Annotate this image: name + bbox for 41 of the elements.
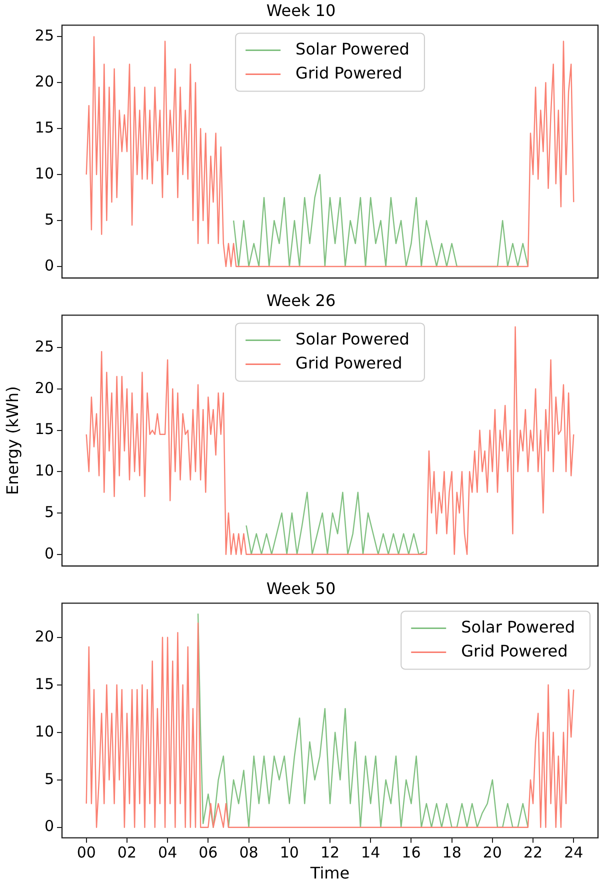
chart-title: Week 10 xyxy=(266,0,336,20)
x-tick-label: 04 xyxy=(158,844,178,862)
y-tick-label: 25 xyxy=(34,337,54,356)
x-tick-label: 22 xyxy=(523,844,543,862)
x-tick-label: 20 xyxy=(482,844,502,862)
x-tick-label: 00 xyxy=(76,844,96,862)
y-tick-label: 0 xyxy=(44,256,54,274)
y-tick-label: 10 xyxy=(34,722,54,740)
y-axis-title: Energy (kWh) xyxy=(2,386,22,496)
x-axis-title: Time xyxy=(309,864,350,883)
x-tick-label: 24 xyxy=(564,844,584,862)
legend-label: Solar Powered xyxy=(296,39,410,58)
y-tick-label: 0 xyxy=(44,817,54,836)
x-tick-label: 10 xyxy=(280,844,299,862)
y-tick-label: 10 xyxy=(34,164,54,182)
y-tick-label: 5 xyxy=(44,210,54,228)
y-tick-label: 20 xyxy=(34,72,54,91)
y-tick-label: 20 xyxy=(34,627,54,646)
x-tick-label: 18 xyxy=(442,844,462,862)
legend-label: Grid Powered xyxy=(296,353,402,372)
legend-label: Solar Powered xyxy=(461,617,576,636)
legend-label: Solar Powered xyxy=(296,329,410,348)
x-tick-label: 12 xyxy=(320,844,340,862)
chart-title: Week 50 xyxy=(266,578,336,598)
legend-label: Grid Powered xyxy=(461,641,568,660)
y-tick-label: 0 xyxy=(44,544,54,562)
y-tick-label: 25 xyxy=(34,26,54,45)
x-tick-label: 14 xyxy=(361,844,380,862)
y-tick-label: 10 xyxy=(34,462,54,480)
x-tick-label: 08 xyxy=(239,844,258,862)
y-tick-label: 5 xyxy=(44,502,54,521)
x-tick-label: 02 xyxy=(117,844,137,862)
x-tick-label: 16 xyxy=(402,844,421,862)
chart-title: Week 26 xyxy=(266,290,336,310)
y-tick-label: 20 xyxy=(34,378,54,397)
y-tick-label: 15 xyxy=(34,674,54,693)
x-tick-label: 06 xyxy=(198,844,218,862)
legend-label: Grid Powered xyxy=(296,63,402,82)
y-tick-label: 5 xyxy=(44,770,54,788)
y-tick-label: 15 xyxy=(34,118,54,137)
y-tick-label: 15 xyxy=(34,420,54,438)
